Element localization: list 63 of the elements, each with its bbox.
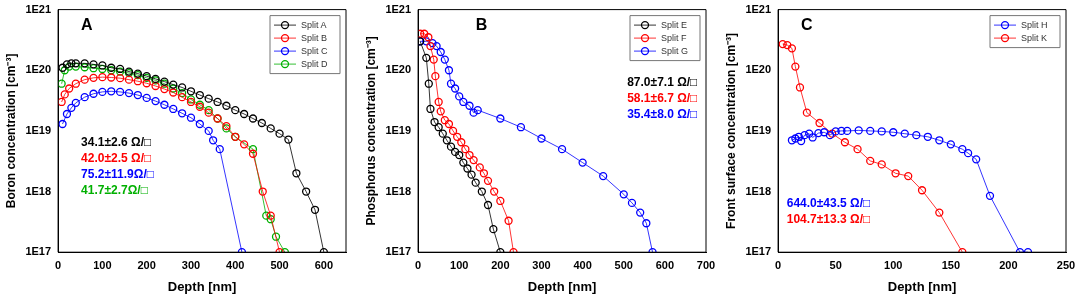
y-axis-title: Boron concentration [cm⁻³] xyxy=(3,53,18,209)
legend-label: Split B xyxy=(301,32,328,43)
y-tick-label: 1E21 xyxy=(745,2,772,15)
y-axis-title: Front surface concentration [cm⁻³] xyxy=(723,32,738,229)
legend-label: Split G xyxy=(661,45,689,56)
x-tick-label: 100 xyxy=(884,258,903,271)
y-tick-label: 1E19 xyxy=(385,123,412,136)
annotation: 42.0±2.5 Ω/□ xyxy=(81,151,152,166)
x-tick-label: 200 xyxy=(491,258,510,271)
chart-title: C xyxy=(801,16,814,34)
x-tick-label: 250 xyxy=(1056,258,1076,271)
y-tick-label: 1E17 xyxy=(25,245,52,258)
y-tick-label: 1E17 xyxy=(745,245,772,258)
annotation: 644.0±43.5 Ω/□ xyxy=(786,195,871,210)
legend-label: Split F xyxy=(661,32,688,43)
legend-label: Split H xyxy=(1021,19,1048,30)
y-tick-label: 1E19 xyxy=(25,123,52,136)
x-tick-label: 0 xyxy=(415,258,422,271)
x-tick-label: 700 xyxy=(696,258,716,271)
annotation: 87.0±7.1 Ω/□ xyxy=(627,74,698,89)
legend-label: Split C xyxy=(301,45,329,56)
annotation: 58.1±6.7 Ω/□ xyxy=(627,90,698,105)
y-tick-label: 1E19 xyxy=(745,123,772,136)
annotation: 35.4±8.0 Ω/□ xyxy=(627,106,698,121)
y-tick-label: 1E21 xyxy=(385,2,412,15)
y-tick-label: 1E18 xyxy=(25,184,52,197)
legend-label: Split E xyxy=(661,19,688,30)
x-tick-label: 200 xyxy=(999,258,1018,271)
x-axis-title: Depth [nm] xyxy=(527,278,597,294)
x-tick-label: 600 xyxy=(655,258,675,271)
x-tick-label: 0 xyxy=(775,258,782,271)
annotation: 41.7±2.7Ω/□ xyxy=(81,183,148,198)
x-tick-label: 150 xyxy=(941,258,961,271)
chart-title: A xyxy=(81,16,94,34)
y-axis-title: Phosphorus concentration [cm⁻³] xyxy=(363,36,378,226)
x-axis-title: Depth [nm] xyxy=(887,278,957,294)
x-tick-label: 100 xyxy=(450,258,469,271)
x-tick-label: 500 xyxy=(270,258,289,271)
y-tick-label: 1E17 xyxy=(385,245,412,258)
y-tick-label: 1E21 xyxy=(25,2,52,15)
x-tick-label: 300 xyxy=(181,258,201,271)
annotation: 75.2±11.9Ω/□ xyxy=(81,167,154,182)
x-tick-label: 600 xyxy=(314,258,334,271)
x-tick-label: 400 xyxy=(226,258,245,271)
x-tick-label: 100 xyxy=(93,258,112,271)
chart-title: B xyxy=(475,16,488,34)
x-tick-label: 300 xyxy=(532,258,551,271)
x-tick-label: 400 xyxy=(573,258,592,271)
x-axis-title: Depth [nm] xyxy=(167,278,237,294)
legend-label: Split K xyxy=(1021,32,1048,43)
y-tick-label: 1E18 xyxy=(745,184,772,197)
annotation: 104.7±13.3 Ω/□ xyxy=(786,211,871,226)
legend-label: Split D xyxy=(301,58,329,69)
annotation: 34.1±2.6 Ω/□ xyxy=(81,135,152,150)
y-tick-label: 1E20 xyxy=(385,63,412,76)
legend-label: Split A xyxy=(301,19,327,30)
y-tick-label: 1E20 xyxy=(25,63,52,76)
y-tick-label: 1E20 xyxy=(745,63,772,76)
x-tick-label: 0 xyxy=(55,258,62,271)
x-tick-label: 500 xyxy=(614,258,633,271)
y-tick-label: 1E18 xyxy=(385,184,412,197)
x-tick-label: 50 xyxy=(829,258,842,271)
x-tick-label: 200 xyxy=(137,258,156,271)
